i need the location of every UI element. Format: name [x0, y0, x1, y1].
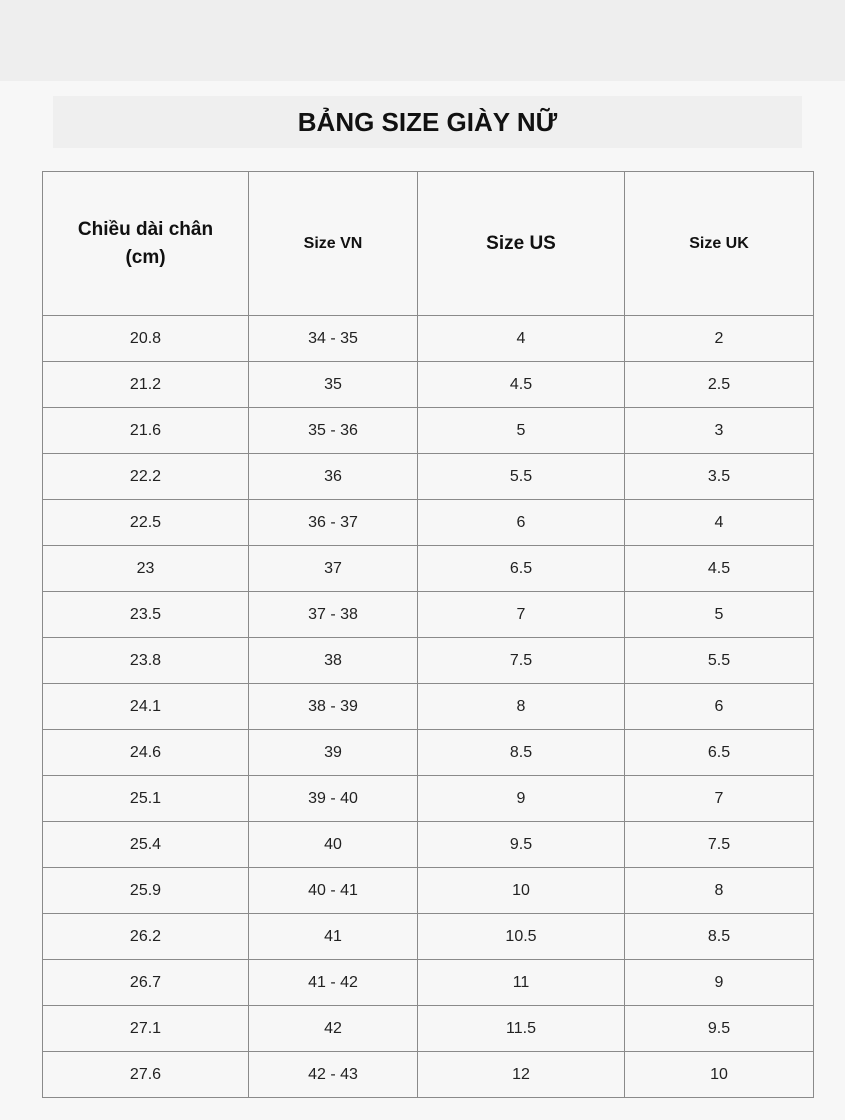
cell-size-uk: 4	[624, 499, 814, 546]
table-row: 23.5 37 - 38 7 5	[42, 591, 814, 638]
header-size-vn: Size VN	[248, 171, 418, 316]
cell-size-vn: 35 - 36	[248, 407, 418, 454]
cell-foot-length: 23.5	[42, 591, 249, 638]
cell-size-uk: 9.5	[624, 1005, 814, 1052]
cell-size-uk: 3	[624, 407, 814, 454]
cell-size-uk: 5.5	[624, 637, 814, 684]
cell-size-vn: 39 - 40	[248, 775, 418, 822]
cell-size-uk: 2.5	[624, 361, 814, 408]
cell-size-us: 11.5	[417, 1005, 625, 1052]
table-row: 26.2 41 10.5 8.5	[42, 913, 814, 960]
cell-size-vn: 34 - 35	[248, 315, 418, 362]
table-row: 22.5 36 - 37 6 4	[42, 499, 814, 546]
title-banner: BẢNG SIZE GIÀY NỮ	[53, 96, 802, 148]
table-row: 20.8 34 - 35 4 2	[42, 315, 814, 362]
header-size-uk: Size UK	[624, 171, 814, 316]
cell-foot-length: 27.1	[42, 1005, 249, 1052]
cell-size-vn: 35	[248, 361, 418, 408]
table-row: 21.2 35 4.5 2.5	[42, 361, 814, 408]
cell-foot-length: 25.4	[42, 821, 249, 868]
cell-size-us: 4	[417, 315, 625, 362]
table-row: 26.7 41 - 42 11 9	[42, 959, 814, 1006]
cell-foot-length: 24.1	[42, 683, 249, 730]
cell-size-us: 8.5	[417, 729, 625, 776]
cell-size-us: 7	[417, 591, 625, 638]
cell-foot-length: 26.7	[42, 959, 249, 1006]
cell-foot-length: 27.6	[42, 1051, 249, 1098]
size-chart-table: Chiều dài chân (cm) Size VN Size US Size…	[42, 171, 814, 1098]
cell-foot-length: 24.6	[42, 729, 249, 776]
cell-size-us: 8	[417, 683, 625, 730]
cell-size-vn: 36 - 37	[248, 499, 418, 546]
cell-size-uk: 6	[624, 683, 814, 730]
cell-foot-length: 22.2	[42, 453, 249, 500]
table-row: 27.6 42 - 43 12 10	[42, 1051, 814, 1098]
cell-size-vn: 42 - 43	[248, 1051, 418, 1098]
cell-size-uk: 4.5	[624, 545, 814, 592]
page-title: BẢNG SIZE GIÀY NỮ	[297, 106, 558, 137]
cell-size-us: 6	[417, 499, 625, 546]
table-row: 21.6 35 - 36 5 3	[42, 407, 814, 454]
cell-size-us: 4.5	[417, 361, 625, 408]
cell-size-us: 9	[417, 775, 625, 822]
table-row: 27.1 42 11.5 9.5	[42, 1005, 814, 1052]
cell-size-us: 12	[417, 1051, 625, 1098]
cell-foot-length: 23	[42, 545, 249, 592]
cell-foot-length: 21.6	[42, 407, 249, 454]
header-row: Chiều dài chân (cm) Size VN Size US Size…	[42, 171, 814, 316]
cell-foot-length: 20.8	[42, 315, 249, 362]
top-band	[0, 0, 845, 81]
header-size-us: Size US	[417, 171, 625, 316]
table-row: 24.1 38 - 39 8 6	[42, 683, 814, 730]
cell-size-vn: 36	[248, 453, 418, 500]
cell-size-uk: 6.5	[624, 729, 814, 776]
header-foot-length: Chiều dài chân (cm)	[42, 171, 249, 316]
cell-size-vn: 40	[248, 821, 418, 868]
cell-foot-length: 25.1	[42, 775, 249, 822]
cell-size-vn: 37	[248, 545, 418, 592]
table-row: 25.1 39 - 40 9 7	[42, 775, 814, 822]
cell-size-us: 10	[417, 867, 625, 914]
table-row: 24.6 39 8.5 6.5	[42, 729, 814, 776]
table-row: 25.9 40 - 41 10 8	[42, 867, 814, 914]
cell-size-vn: 38 - 39	[248, 683, 418, 730]
cell-size-us: 10.5	[417, 913, 625, 960]
cell-foot-length: 25.9	[42, 867, 249, 914]
cell-size-uk: 7	[624, 775, 814, 822]
cell-size-vn: 38	[248, 637, 418, 684]
table-row: 23.8 38 7.5 5.5	[42, 637, 814, 684]
cell-size-uk: 9	[624, 959, 814, 1006]
cell-size-us: 9.5	[417, 821, 625, 868]
cell-foot-length: 22.5	[42, 499, 249, 546]
cell-size-uk: 2	[624, 315, 814, 362]
cell-size-vn: 37 - 38	[248, 591, 418, 638]
cell-size-vn: 40 - 41	[248, 867, 418, 914]
cell-size-us: 6.5	[417, 545, 625, 592]
cell-foot-length: 23.8	[42, 637, 249, 684]
cell-size-vn: 41	[248, 913, 418, 960]
cell-size-uk: 7.5	[624, 821, 814, 868]
cell-size-vn: 42	[248, 1005, 418, 1052]
cell-size-uk: 8	[624, 867, 814, 914]
table-row: 22.2 36 5.5 3.5	[42, 453, 814, 500]
cell-size-us: 5.5	[417, 453, 625, 500]
cell-size-uk: 10	[624, 1051, 814, 1098]
table-row: 25.4 40 9.5 7.5	[42, 821, 814, 868]
cell-size-us: 11	[417, 959, 625, 1006]
cell-size-vn: 41 - 42	[248, 959, 418, 1006]
cell-foot-length: 21.2	[42, 361, 249, 408]
table-row: 23 37 6.5 4.5	[42, 545, 814, 592]
cell-size-us: 7.5	[417, 637, 625, 684]
cell-size-uk: 3.5	[624, 453, 814, 500]
cell-size-vn: 39	[248, 729, 418, 776]
cell-size-uk: 5	[624, 591, 814, 638]
cell-size-us: 5	[417, 407, 625, 454]
cell-size-uk: 8.5	[624, 913, 814, 960]
cell-foot-length: 26.2	[42, 913, 249, 960]
